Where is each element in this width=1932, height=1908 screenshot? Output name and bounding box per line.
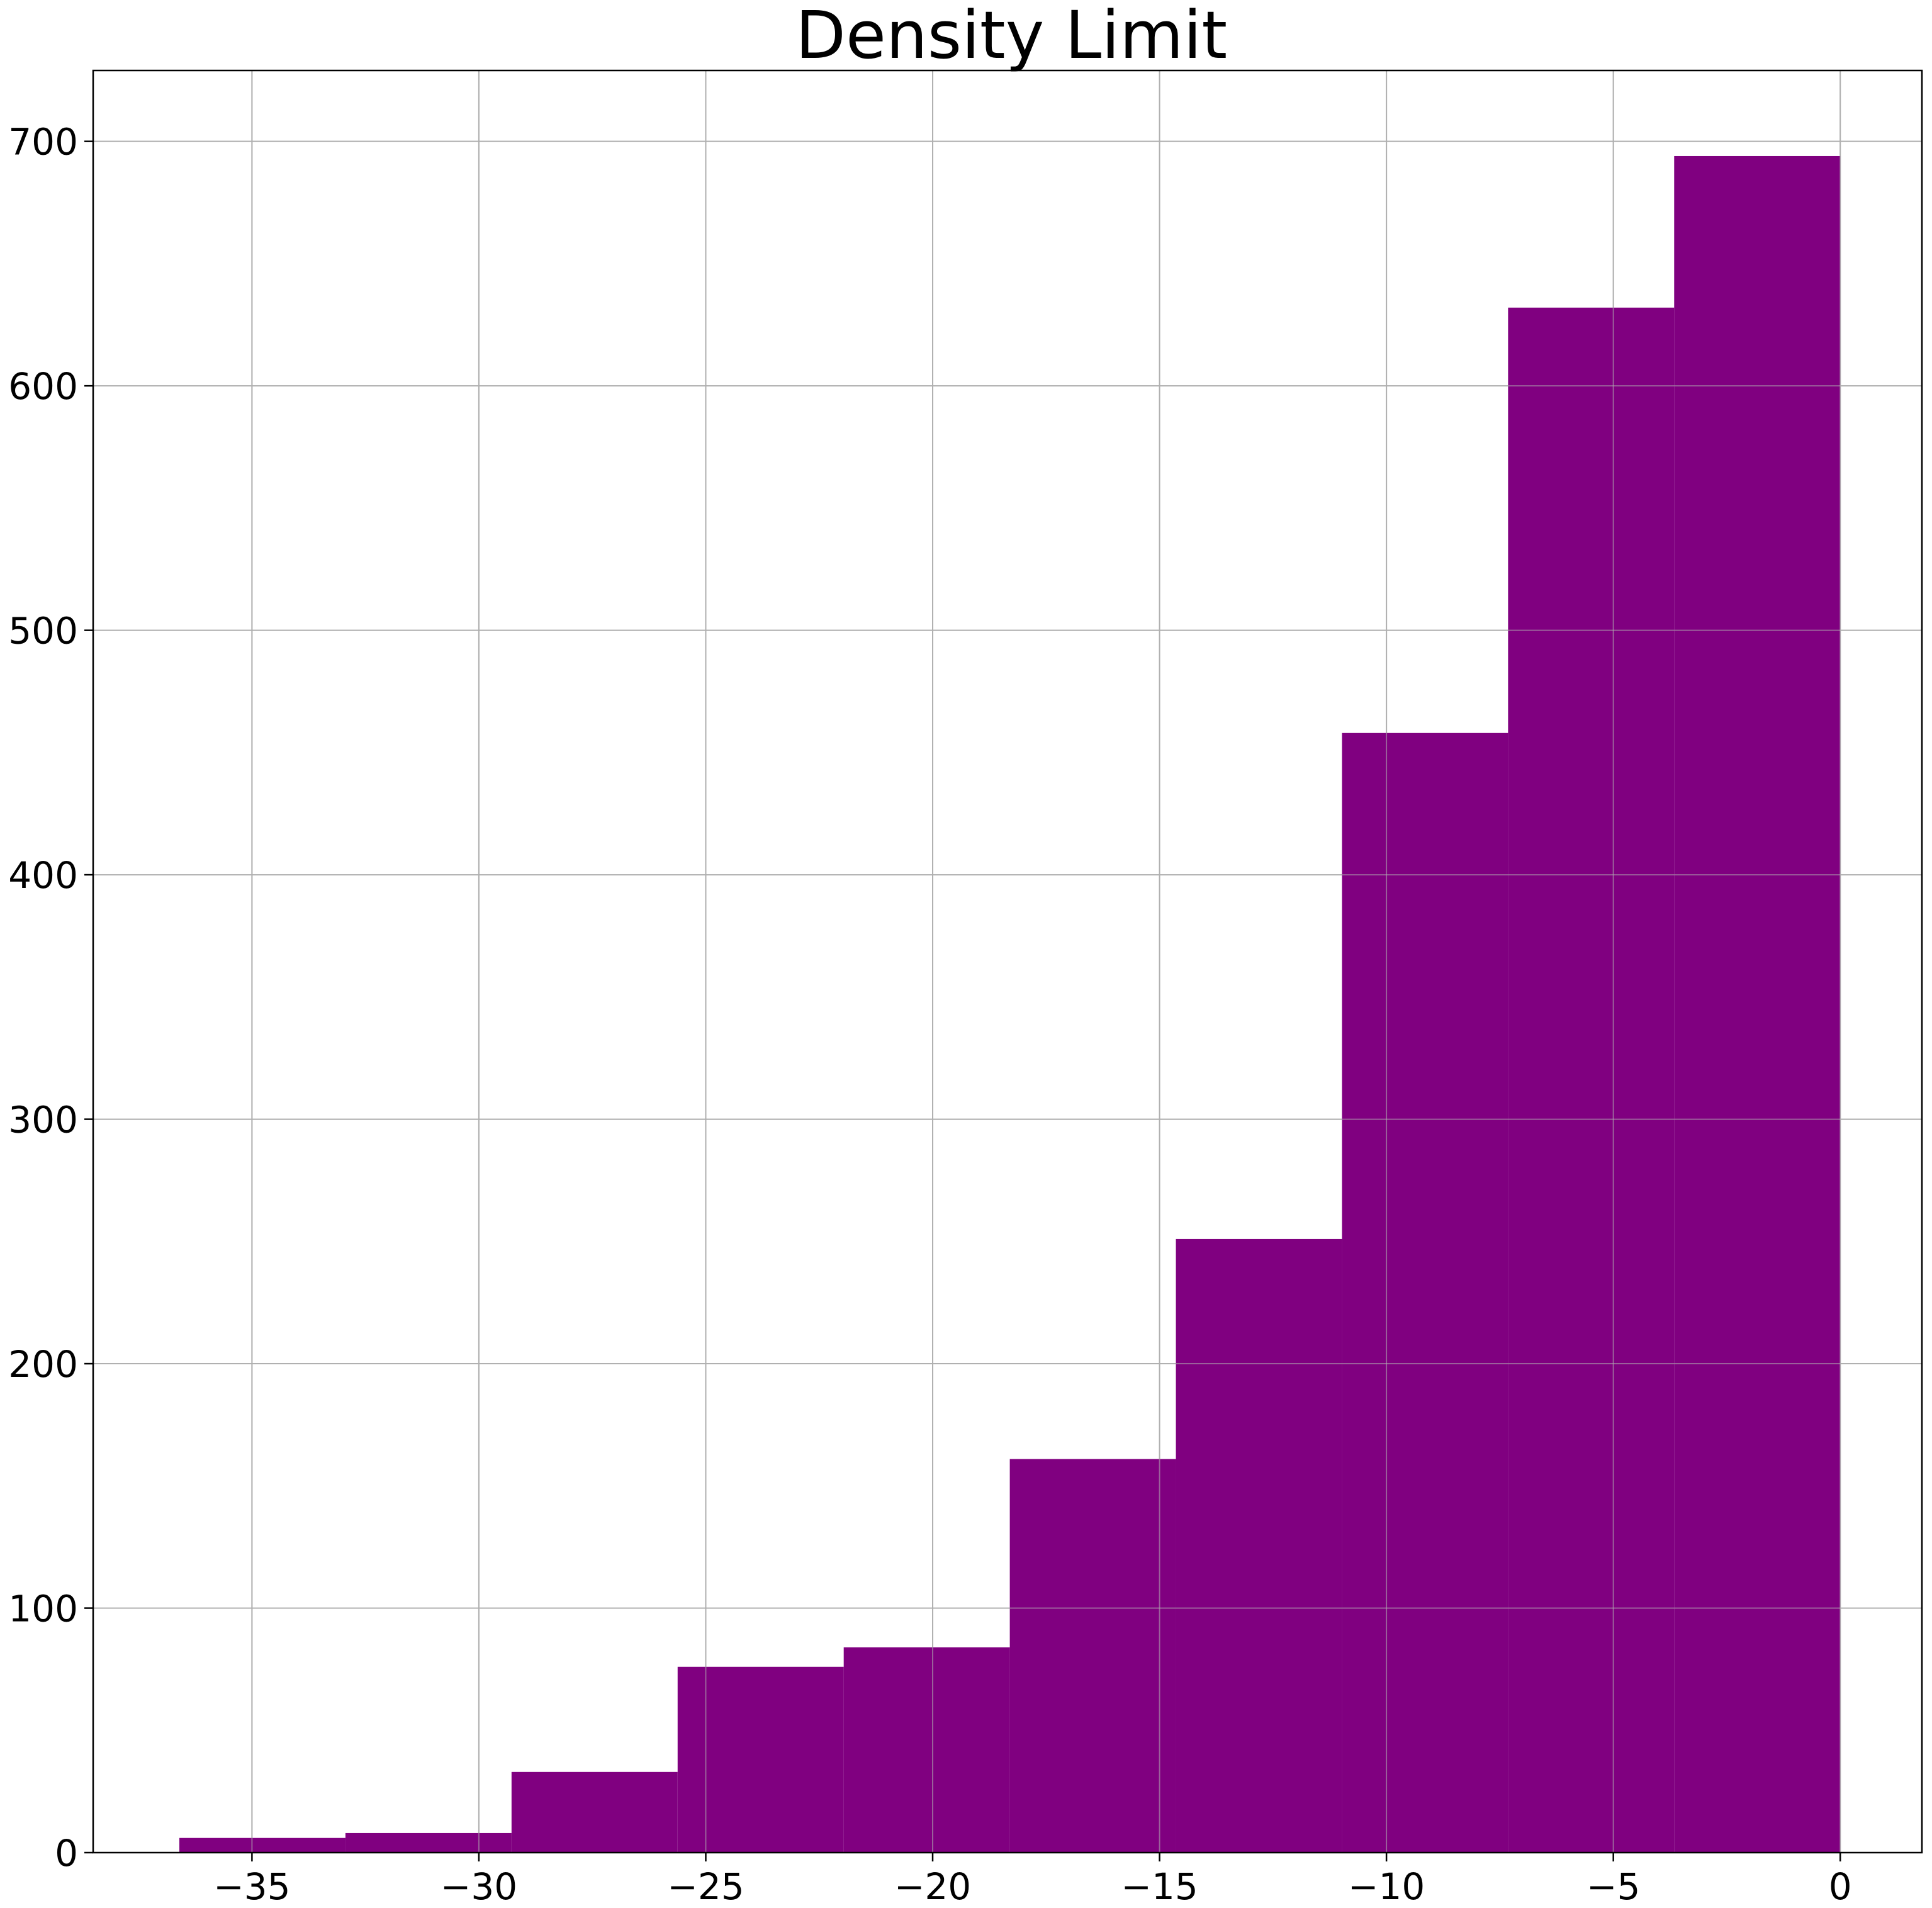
axis-ticks	[84, 140, 1841, 1861]
plot-area-frame	[92, 69, 1923, 1854]
x-tick-label: 0	[1829, 1865, 1852, 1908]
x-tick-label: −20	[894, 1865, 971, 1908]
histogram-bar	[345, 1832, 512, 1853]
y-tick-label: 700	[8, 121, 78, 164]
histogram-bar	[1176, 1238, 1342, 1853]
y-tick-label: 200	[8, 1343, 78, 1386]
histogram-bar	[1674, 155, 1841, 1853]
x-tick-label: −25	[667, 1865, 744, 1908]
histogram-bar	[677, 1666, 844, 1853]
y-tick-label: 300	[8, 1099, 78, 1142]
histogram-bar	[1508, 307, 1675, 1853]
y-tick-label: 500	[8, 610, 78, 653]
x-tick-label: −10	[1348, 1865, 1425, 1908]
histogram-bar	[1342, 732, 1508, 1853]
y-tick-label: 400	[8, 854, 78, 897]
histogram-bar	[511, 1771, 678, 1853]
chart-title: Density Limit	[795, 0, 1227, 74]
histogram-bar	[179, 1838, 345, 1853]
y-tick-label: 0	[55, 1832, 78, 1875]
y-tick-label: 600	[8, 365, 78, 408]
y-tick-label: 100	[8, 1588, 78, 1630]
x-tick-label: −30	[441, 1865, 517, 1908]
x-axis-tick-labels: −35 −30 −25 −20 −15 −10 −5 0	[213, 1865, 1851, 1908]
histogram-bars	[93, 70, 1922, 1853]
x-tick-label: −35	[213, 1865, 290, 1908]
x-tick-label: −15	[1121, 1865, 1198, 1908]
y-axis-tick-labels: 0 100 200 300 400 500 600 700	[8, 121, 78, 1875]
x-tick-label: −5	[1587, 1865, 1641, 1908]
histogram-bar	[843, 1647, 1010, 1853]
histogram-bar	[1009, 1459, 1176, 1853]
